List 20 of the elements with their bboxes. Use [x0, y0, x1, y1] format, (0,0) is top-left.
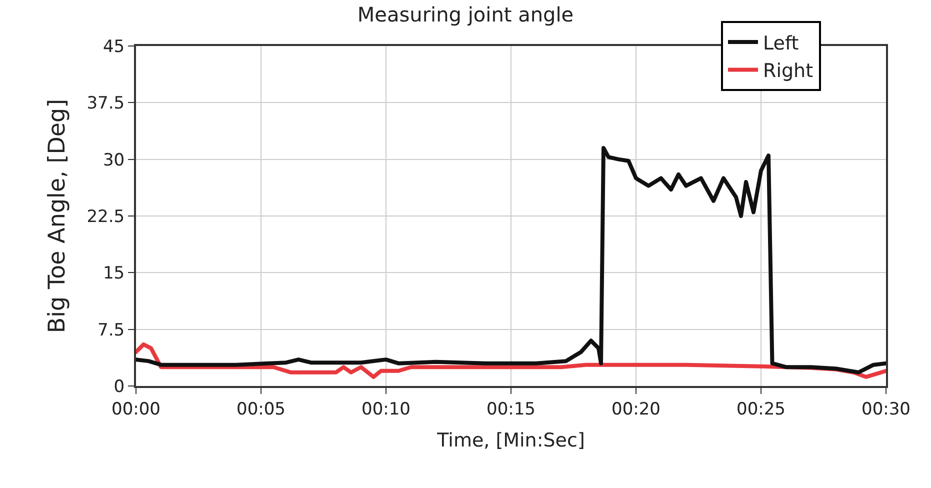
y-tick-label: 7.5 [98, 320, 125, 340]
x-tick-label: 00:25 [736, 399, 786, 420]
legend-label: Left [763, 32, 799, 54]
x-tick-label: 00:05 [236, 399, 286, 420]
x-tick-label: 00:00 [112, 399, 160, 420]
x-axis-title: Time, [Min:Sec] [436, 430, 585, 452]
legend-label: Right [763, 60, 814, 82]
line-series [136, 146, 886, 374]
y-tick-label: 0 [114, 376, 125, 397]
y-axis-title: Big Toe Angle, [Deg] [44, 98, 71, 334]
y-tick-label: 30 [102, 150, 125, 170]
x-tick-label: 00:15 [486, 399, 536, 420]
y-tick-label: 22.5 [86, 206, 125, 227]
y-tick-label: 45 [102, 36, 125, 57]
chart-title: Measuring joint angle [357, 2, 574, 26]
y-tick-label: 37.5 [86, 94, 125, 114]
x-tick-label: 00:30 [862, 399, 910, 420]
y-tick-label: 15 [102, 264, 125, 284]
x-tick-label: 00:10 [362, 399, 410, 420]
x-tick-label: 00:20 [612, 399, 660, 420]
